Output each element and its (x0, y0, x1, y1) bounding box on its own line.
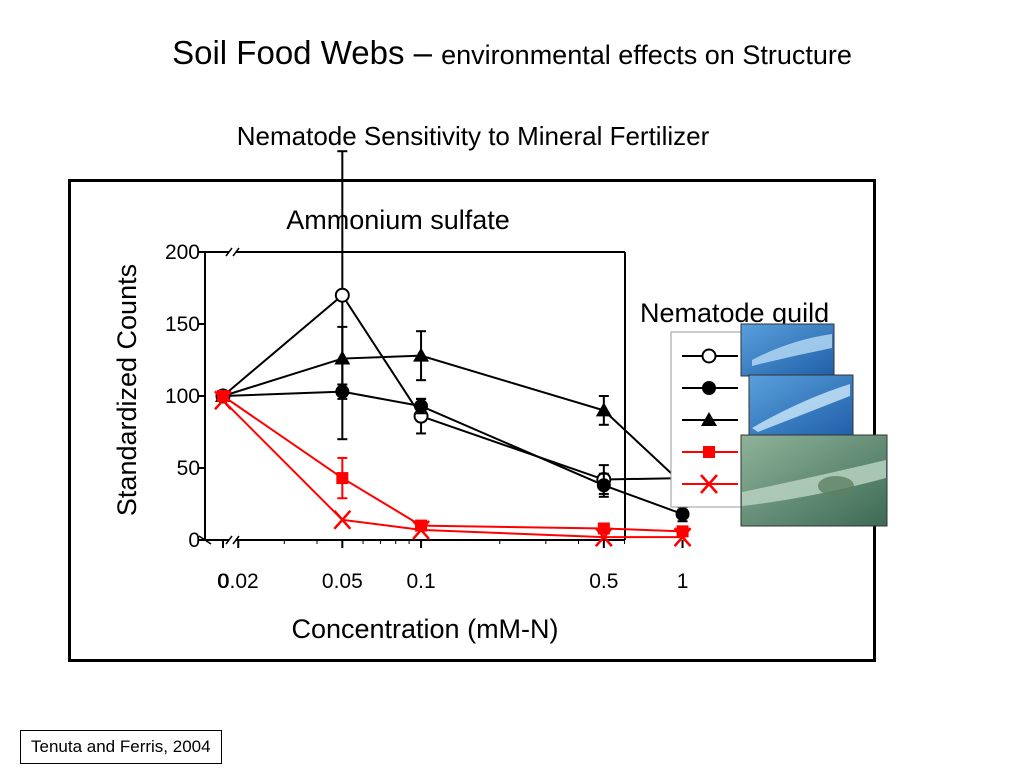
chart-heading: Nematode Sensitivity to Mineral Fertiliz… (236, 121, 710, 151)
nematode-body (742, 460, 886, 506)
data-point (597, 522, 610, 535)
axis-break-top (225, 247, 240, 257)
y-axis-label: Standardized Counts (112, 264, 142, 516)
y-tick-label: 0 (188, 529, 200, 552)
legend-marker (701, 412, 717, 426)
y-tick-label: 100 (165, 385, 200, 408)
data-point (214, 390, 232, 411)
chart-title: Ammonium sulfate (286, 205, 510, 235)
data-point (673, 527, 692, 547)
x-axis-label: Concentration (mM-N) (291, 614, 558, 644)
series-3 (215, 325, 691, 511)
legend-marker (701, 348, 717, 364)
series-line (222, 293, 683, 481)
nematode-photo-2 (748, 374, 854, 436)
axis-break-bottom (225, 535, 240, 545)
nematode-body (752, 384, 850, 432)
x-tick-label: 0 (217, 570, 229, 593)
data-point (595, 402, 612, 417)
legend-marker (702, 381, 716, 395)
series-4 (217, 390, 689, 538)
legend-marker (703, 446, 715, 458)
data-point (412, 520, 430, 540)
series-1 (215, 150, 691, 501)
x-tick-label: 0.1 (406, 570, 435, 593)
series-2 (216, 383, 690, 523)
data-point (413, 347, 430, 362)
slide-title: Soil Food Webs – environmental effects o… (0, 34, 1024, 72)
data-point (414, 399, 429, 414)
series-line (222, 390, 683, 516)
nematode-photo-3 (740, 434, 888, 527)
y-tick-label: 150 (165, 313, 200, 336)
chart-frame (68, 179, 876, 662)
series-5 (214, 390, 692, 547)
data-point (334, 350, 351, 365)
data-point (594, 527, 613, 547)
series-line (222, 395, 683, 533)
legend: Nematode guild (640, 298, 888, 527)
nematode-body (752, 334, 832, 366)
data-point (596, 478, 611, 493)
nematode-head (818, 476, 854, 496)
legend-title: Nematode guild (640, 298, 829, 328)
slide-title-main: Soil Food Webs – (172, 34, 442, 71)
legend-marker (700, 474, 718, 494)
y-tick-label: 200 (165, 241, 200, 264)
slide-title-sub: environmental effects on Structure (441, 40, 852, 70)
x-tick-label: 1 (677, 570, 689, 593)
data-point (334, 287, 350, 303)
data-point (336, 472, 349, 485)
x-tick-label: 0.5 (589, 570, 618, 593)
data-point (333, 510, 352, 530)
citation: Tenuta and Ferris, 2004 (20, 730, 222, 764)
y-tick-label: 50 (177, 457, 200, 480)
data-point (217, 390, 229, 402)
x-tick-label: 0.05 (322, 570, 363, 593)
nematode-photo-1 (740, 323, 835, 377)
x-tick-label: 0.02 (218, 570, 259, 593)
